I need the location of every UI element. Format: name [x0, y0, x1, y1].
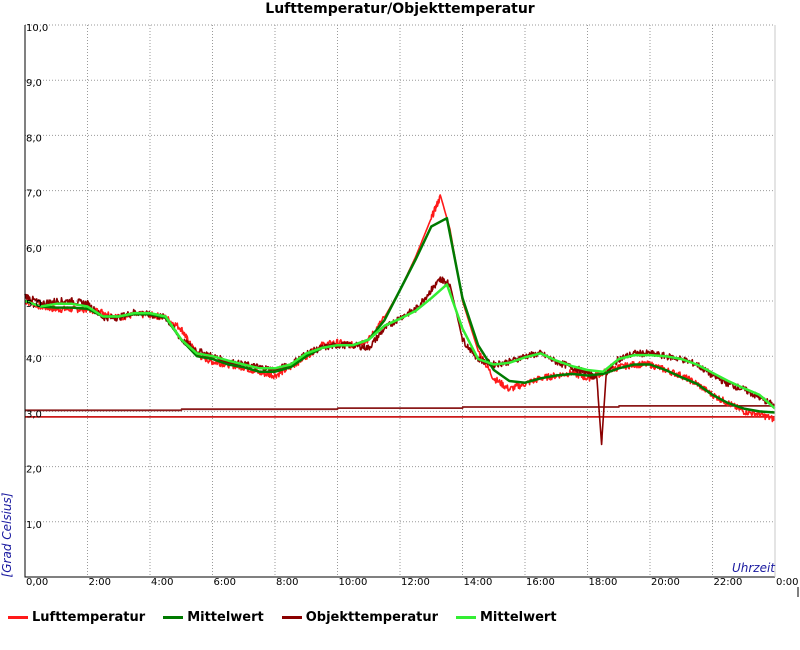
y-tick-label: 7,0: [26, 189, 42, 200]
series-line-0: [24, 194, 776, 423]
legend-swatch: [456, 615, 476, 619]
legend-label: Objekttemperatur: [305, 609, 438, 625]
x-tick-label: 18:00: [589, 577, 618, 588]
x-tick-label: 20:00: [651, 577, 680, 588]
chart-area: Lufttemperatur/Objekttemperatur 0,00 2:00…: [0, 1, 799, 597]
x-tick-label: 6:00: [214, 577, 236, 588]
y-tick-label: 4,0: [26, 354, 42, 365]
x-tick-label: 12:00: [401, 577, 430, 588]
x-tick-label: 8:00: [276, 577, 298, 588]
y-tick-label: 8,0: [26, 133, 42, 144]
y-tick-label: 6,0: [26, 244, 42, 255]
y-tick-label: 10,0: [26, 23, 48, 34]
grid: [25, 24, 775, 577]
x-tick-label: 4:00: [151, 577, 173, 588]
legend-label: Mittelwert: [480, 609, 557, 625]
legend: Lufttemperatur Mittelwert Objekttemperatur…: [8, 607, 575, 627]
legend-label: Mittelwert: [187, 609, 264, 625]
series-line-4: [25, 404, 775, 412]
axes: 0,00 2:00 4:00 6:00 8:00 10:00 12:00 14:00 16:00…: [24, 23, 799, 597]
y-tick-label: 3,0: [26, 409, 42, 420]
legend-item-2: Objekttemperatur: [281, 609, 438, 625]
x-tick-label: 22:00: [714, 577, 743, 588]
legend-label: Lufttemperatur: [32, 609, 146, 625]
x-tick-label: 0:00: [776, 577, 798, 588]
series-line-2: [24, 276, 776, 446]
legend-item-3: Mittelwert: [456, 610, 557, 625]
x-axis-label: Uhrzeit: [732, 561, 776, 575]
y-axis-label: [Grad Celsius]: [0, 492, 14, 577]
y-tick-label: 1,0: [26, 520, 42, 531]
x-tick-label: 10:00: [339, 577, 368, 588]
x-tick-label: 0,00: [26, 577, 48, 588]
y-tick-label: 9,0: [26, 78, 42, 89]
axis-frame: [24, 25, 775, 578]
legend-swatch: [8, 615, 28, 619]
x-tick-label: 2:00: [89, 577, 111, 588]
y-tick-label: 5,0: [26, 299, 42, 310]
series-layer: [24, 194, 776, 446]
legend-swatch: [163, 615, 184, 619]
legend-item-0: Lufttemperatur: [8, 610, 145, 625]
series-line-3: [24, 283, 776, 410]
x-tick-label: 14:00: [464, 577, 493, 588]
chart-title: Lufttemperatur/Objekttemperatur: [265, 1, 535, 17]
y-tick-label: 2,0: [26, 465, 42, 476]
legend-item-1: Mittelwert: [163, 610, 264, 625]
x-tick-label: 16:00: [526, 577, 555, 588]
legend-swatch: [281, 615, 302, 619]
